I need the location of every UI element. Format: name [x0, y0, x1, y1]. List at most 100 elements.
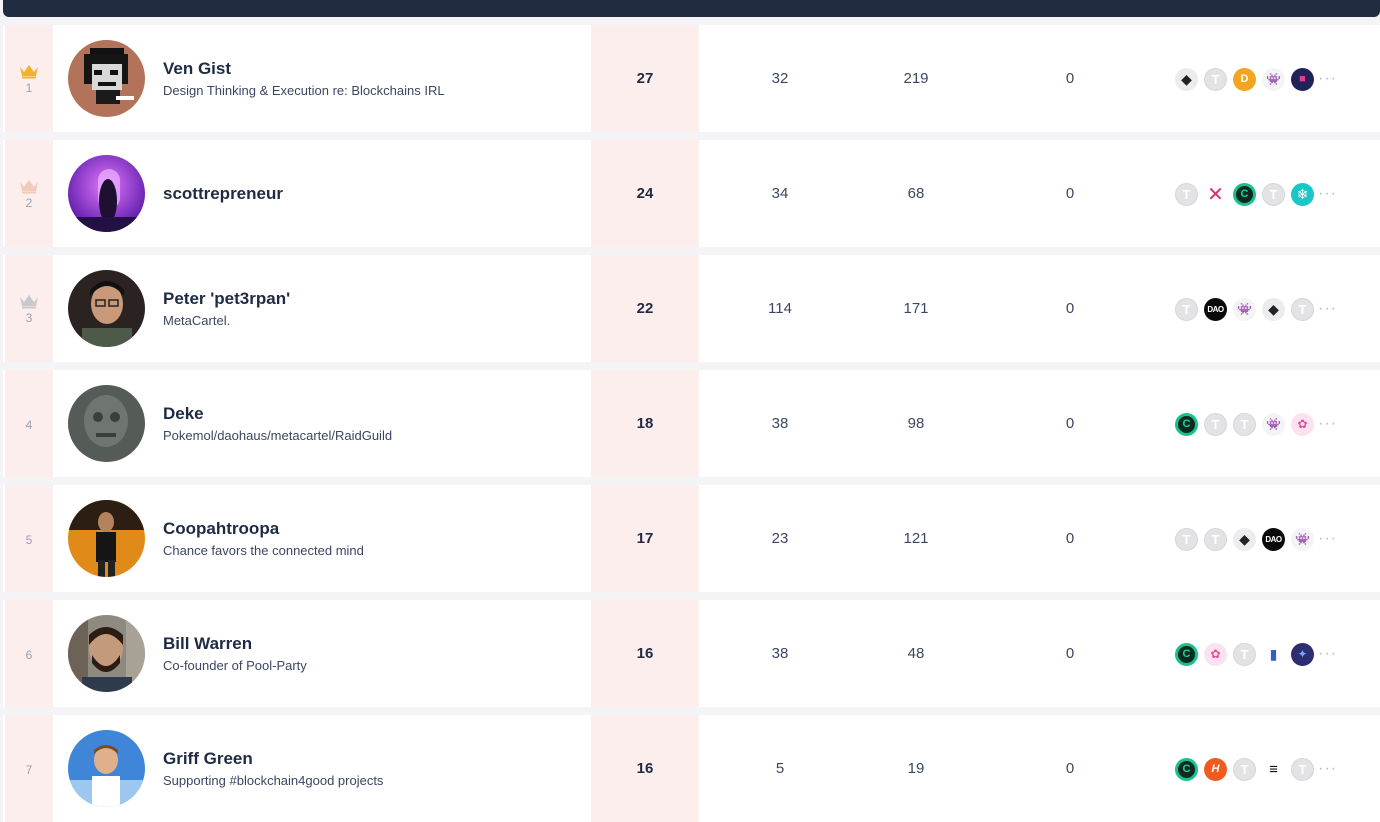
- badge-list: C T T 👾 ✿ ···: [1175, 412, 1337, 436]
- eth-icon[interactable]: ◆: [1262, 297, 1285, 321]
- more-badges-icon[interactable]: ···: [1318, 300, 1337, 317]
- more-badges-icon[interactable]: ···: [1318, 760, 1337, 777]
- stack-icon[interactable]: ≡: [1262, 757, 1285, 781]
- ghost-icon[interactable]: 👾: [1233, 297, 1256, 321]
- green-ring-icon[interactable]: C: [1175, 642, 1198, 666]
- score-cell: 22: [591, 255, 699, 362]
- pink-unicorn-icon[interactable]: ✿: [1291, 412, 1314, 436]
- rank-number: 7: [25, 762, 33, 777]
- user-bio: Co-founder of Pool-Party: [163, 658, 307, 673]
- ghost-icon[interactable]: 👾: [1291, 527, 1314, 551]
- t-token-icon[interactable]: T: [1233, 412, 1256, 436]
- t-token-icon[interactable]: T: [1291, 757, 1314, 781]
- t-token-icon[interactable]: T: [1175, 182, 1198, 206]
- table-header-bar: [3, 0, 1380, 17]
- stat-value: 38: [771, 645, 789, 662]
- avatar[interactable]: [68, 40, 145, 117]
- stat-value: 19: [907, 760, 925, 777]
- more-badges-icon[interactable]: ···: [1318, 645, 1337, 662]
- x-cross-icon[interactable]: ✕: [1204, 182, 1227, 206]
- rank-number: 1: [25, 80, 33, 95]
- more-badges-icon[interactable]: ···: [1318, 415, 1337, 432]
- green-ring-icon[interactable]: C: [1233, 182, 1256, 206]
- table-row[interactable]: 1 Ven Gist Design Thinking & Execution r…: [3, 25, 1380, 132]
- user-name[interactable]: Coopahtroopa: [163, 519, 280, 538]
- avatar[interactable]: [68, 270, 145, 347]
- user-name[interactable]: Bill Warren: [163, 634, 253, 653]
- badge-list: ◆ T D 👾 ■ ···: [1175, 67, 1337, 91]
- stat-value: 68: [907, 185, 925, 202]
- more-badges-icon[interactable]: ···: [1318, 185, 1337, 202]
- stat-value: 38: [771, 415, 789, 432]
- stat-value: 23: [771, 530, 789, 547]
- gold-crown-icon: [20, 64, 38, 78]
- user-bio: MetaCartel.: [163, 313, 231, 328]
- snowflake-icon[interactable]: ❄: [1291, 182, 1314, 206]
- avatar[interactable]: [68, 615, 145, 692]
- rank-cell: 4: [5, 370, 53, 477]
- user-name[interactable]: Griff Green: [163, 749, 253, 768]
- user-bio: Pokemol/daohaus/metacartel/RaidGuild: [163, 428, 393, 443]
- dark-nft-icon[interactable]: ■: [1291, 67, 1314, 91]
- eth-icon[interactable]: ◆: [1175, 67, 1198, 91]
- stat-value: 34: [771, 185, 789, 202]
- t-token-icon[interactable]: T: [1204, 412, 1227, 436]
- rank-cell: 2: [5, 140, 53, 247]
- badge-list: T ✕ C T ❄ ···: [1175, 182, 1337, 206]
- score-cell: 18: [591, 370, 699, 477]
- score-cell: 17: [591, 485, 699, 592]
- badge-list: C H T ≡ T ···: [1175, 757, 1337, 781]
- t-token-icon[interactable]: T: [1262, 182, 1285, 206]
- more-badges-icon[interactable]: ···: [1318, 530, 1337, 547]
- table-row[interactable]: 4 Deke Pokemol/daohaus/metacartel/RaidGu…: [3, 370, 1380, 477]
- t-token-icon[interactable]: T: [1291, 297, 1314, 321]
- user-name[interactable]: Peter 'pet3rpan': [163, 289, 291, 308]
- avatar[interactable]: [68, 385, 145, 462]
- stat-value: 0: [1065, 760, 1075, 777]
- gold-coin-icon[interactable]: D: [1233, 67, 1256, 91]
- user-name[interactable]: Ven Gist: [163, 59, 232, 78]
- ghost-icon[interactable]: 👾: [1262, 67, 1285, 91]
- score-cell: 27: [591, 25, 699, 132]
- stat-value: 121: [903, 530, 929, 547]
- rank-number: 5: [25, 532, 33, 547]
- more-badges-icon[interactable]: ···: [1318, 70, 1337, 87]
- green-ring-icon[interactable]: C: [1175, 412, 1198, 436]
- stat-value: 0: [1065, 645, 1075, 662]
- blue-book-icon[interactable]: ▮: [1262, 642, 1285, 666]
- badge-list: T T ◆ DAO 👾 ···: [1175, 527, 1337, 551]
- orange-h-icon[interactable]: H: [1204, 757, 1227, 781]
- green-ring-icon[interactable]: C: [1175, 757, 1198, 781]
- avatar[interactable]: [68, 730, 145, 807]
- table-row[interactable]: 3 Peter 'pet3rpan' MetaCartel. 22 114 17…: [3, 255, 1380, 362]
- purple-invader-icon[interactable]: ✦: [1291, 642, 1314, 666]
- bronze-crown-icon: [20, 179, 38, 193]
- user-bio: Supporting #blockchain4good projects: [163, 773, 384, 788]
- eth-icon[interactable]: ◆: [1233, 527, 1256, 551]
- table-row[interactable]: 6 Bill Warren Co-founder of Pool-Party 1…: [3, 600, 1380, 707]
- table-row[interactable]: 2 scottrepreneur 24 34 68 0 T ✕ C T ❄ ··…: [3, 140, 1380, 247]
- avatar[interactable]: [68, 155, 145, 232]
- ghost-icon[interactable]: 👾: [1262, 412, 1285, 436]
- avatar[interactable]: [68, 500, 145, 577]
- user-name[interactable]: Deke: [163, 404, 204, 423]
- t-token-icon[interactable]: T: [1175, 527, 1198, 551]
- t-token-icon[interactable]: T: [1233, 642, 1256, 666]
- stat-value: 0: [1065, 70, 1075, 87]
- pink-unicorn-icon[interactable]: ✿: [1204, 642, 1227, 666]
- rank-number: 2: [25, 195, 33, 210]
- badge-list: T DAO 👾 ◆ T ···: [1175, 297, 1337, 321]
- t-token-icon[interactable]: T: [1175, 297, 1198, 321]
- table-row[interactable]: 7 Griff Green Supporting #blockchain4goo…: [3, 715, 1380, 822]
- t-token-icon[interactable]: T: [1204, 527, 1227, 551]
- user-name[interactable]: scottrepreneur: [163, 184, 283, 203]
- score-cell: 24: [591, 140, 699, 247]
- table-row[interactable]: 5 Coopahtroopa Chance favors the connect…: [3, 485, 1380, 592]
- dao-icon[interactable]: DAO: [1204, 297, 1227, 321]
- badge-list: C ✿ T ▮ ✦ ···: [1175, 642, 1337, 666]
- stat-value: 0: [1065, 415, 1075, 432]
- dao-icon[interactable]: DAO: [1262, 527, 1285, 551]
- t-token-icon[interactable]: T: [1233, 757, 1256, 781]
- t-token-icon[interactable]: T: [1204, 67, 1227, 91]
- rank-number: 3: [25, 310, 33, 325]
